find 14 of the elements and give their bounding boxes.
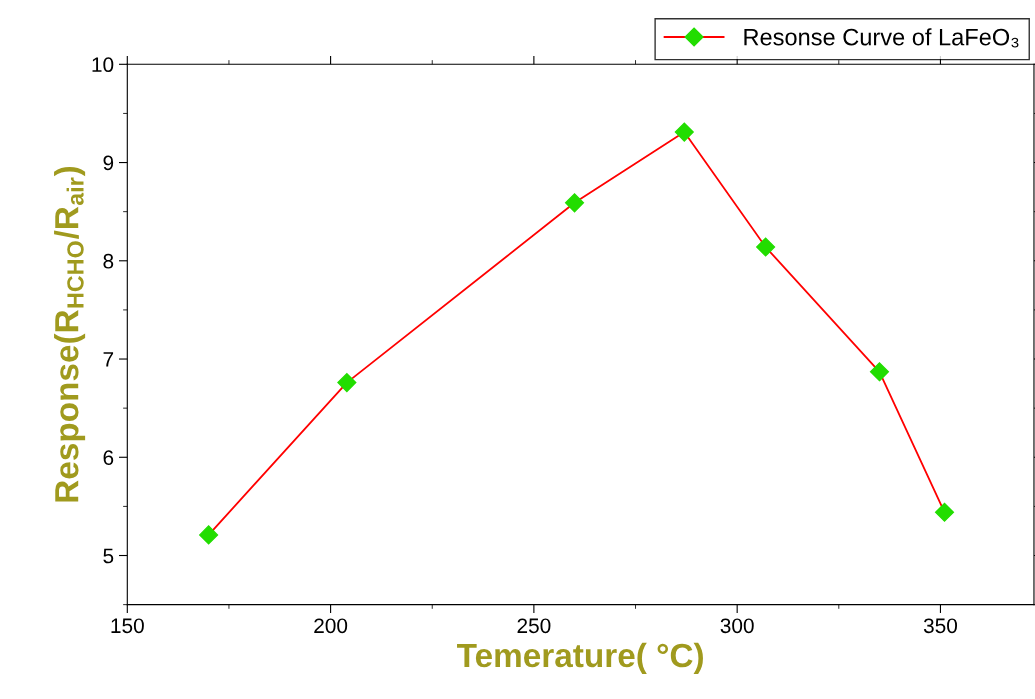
- y-axis-title: Response(R$_{HCHO}$/R$_{air}$): [54, 166, 86, 502]
- y-tick-label: 6: [103, 450, 114, 466]
- x-tick-label: 350: [923, 618, 958, 634]
- x-axis-title: Temerature( °C): [457, 642, 703, 674]
- y-tick-label: 8: [103, 253, 114, 269]
- x-tick-label: 200: [314, 618, 348, 634]
- x-tick-label: 300: [720, 618, 754, 634]
- legend-label: Resonse Curve of LaFeO₃: [744, 28, 1019, 48]
- x-tick-label: 250: [517, 618, 551, 634]
- y-tick-label: 10: [92, 57, 114, 73]
- y-tick-label: 5: [103, 548, 114, 564]
- x-tick-label: 150: [111, 618, 144, 634]
- y-tick-label: 9: [103, 155, 114, 171]
- y-tick-label: 7: [103, 352, 114, 367]
